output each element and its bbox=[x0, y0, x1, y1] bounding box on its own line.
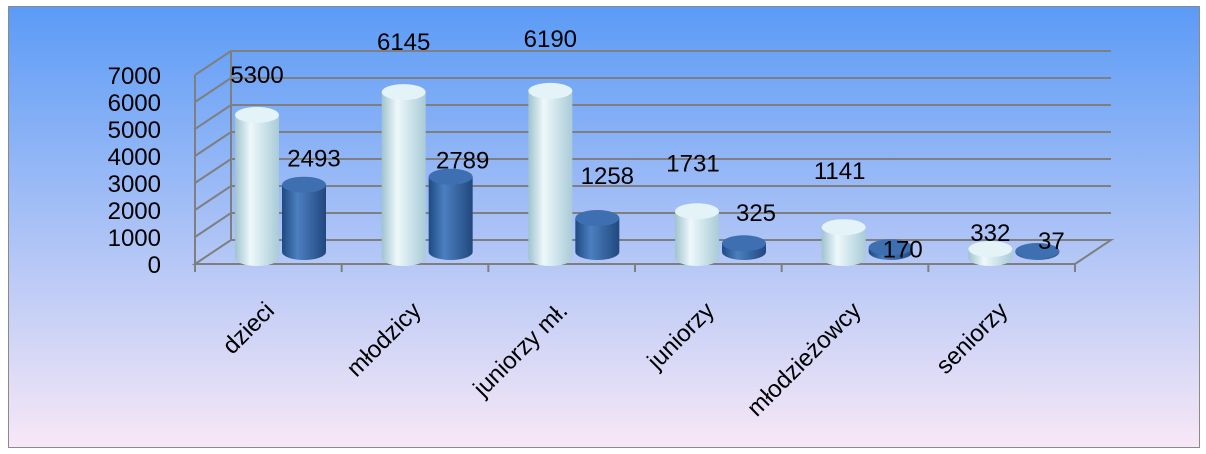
y-tick-label: 1000 bbox=[108, 225, 161, 252]
bar-cap bbox=[282, 176, 326, 193]
bar-body bbox=[282, 184, 326, 260]
y-tick-label: 7000 bbox=[108, 63, 161, 90]
bar-body bbox=[528, 90, 573, 267]
data-label-series-2: 37 bbox=[1038, 228, 1065, 255]
y-tick-label: 0 bbox=[148, 252, 161, 279]
chart-frame: 0 1000 2000 3000 4000 5000 6000 7000 5300 2493 dz… bbox=[8, 6, 1200, 448]
data-label-series-1: 1141 bbox=[814, 158, 866, 185]
bar-cap bbox=[428, 168, 473, 185]
data-label-series-1: 332 bbox=[970, 220, 1010, 247]
bar-cap bbox=[722, 235, 766, 252]
bar-series-1 bbox=[528, 82, 573, 267]
data-label-series-1: 1731 bbox=[666, 150, 719, 177]
bar-body bbox=[428, 176, 473, 260]
y-tick-label: 4000 bbox=[108, 144, 161, 171]
bar-cap bbox=[381, 84, 426, 101]
bar-cap bbox=[528, 82, 573, 99]
bar-cap bbox=[1015, 243, 1060, 260]
data-label-series-1: 6145 bbox=[377, 29, 430, 56]
bar-cap bbox=[235, 106, 279, 123]
bar-body bbox=[675, 211, 719, 266]
data-label-series-1: 5300 bbox=[230, 62, 283, 89]
bar-cap bbox=[575, 210, 620, 227]
bar-series-1 bbox=[381, 84, 426, 267]
data-label-series-1: 6190 bbox=[524, 26, 577, 53]
data-label-series-2: 2789 bbox=[436, 148, 489, 175]
y-tick-label: 5000 bbox=[108, 117, 161, 144]
y-tick-label: 3000 bbox=[108, 171, 161, 198]
data-label-series-2: 1258 bbox=[581, 163, 634, 190]
bars bbox=[235, 82, 1060, 267]
data-label-series-2: 325 bbox=[736, 200, 776, 227]
bar-body bbox=[821, 227, 866, 266]
y-tick-label: 2000 bbox=[108, 198, 161, 225]
bar-body bbox=[381, 92, 426, 267]
bar-cap bbox=[821, 219, 866, 236]
bar-series-2 bbox=[282, 176, 326, 260]
bar-cap bbox=[675, 203, 719, 220]
data-label-series-2: 170 bbox=[883, 236, 923, 263]
bar-cap bbox=[968, 241, 1013, 258]
bar-body bbox=[235, 114, 279, 267]
bar-series-1 bbox=[235, 106, 279, 267]
bar-series-2 bbox=[722, 235, 766, 260]
bar-series-2 bbox=[575, 210, 620, 260]
y-tick-label: 6000 bbox=[108, 90, 161, 117]
bar-body bbox=[575, 218, 620, 260]
bar-cap bbox=[868, 239, 913, 256]
bar-series-2 bbox=[868, 239, 913, 260]
bar-series-1 bbox=[675, 203, 719, 266]
bar-series-1 bbox=[821, 219, 866, 266]
bar-series-1 bbox=[968, 241, 1013, 266]
bar-series-2 bbox=[428, 168, 473, 260]
data-label-series-2: 2493 bbox=[287, 146, 340, 173]
bar-series-2 bbox=[1015, 243, 1060, 260]
